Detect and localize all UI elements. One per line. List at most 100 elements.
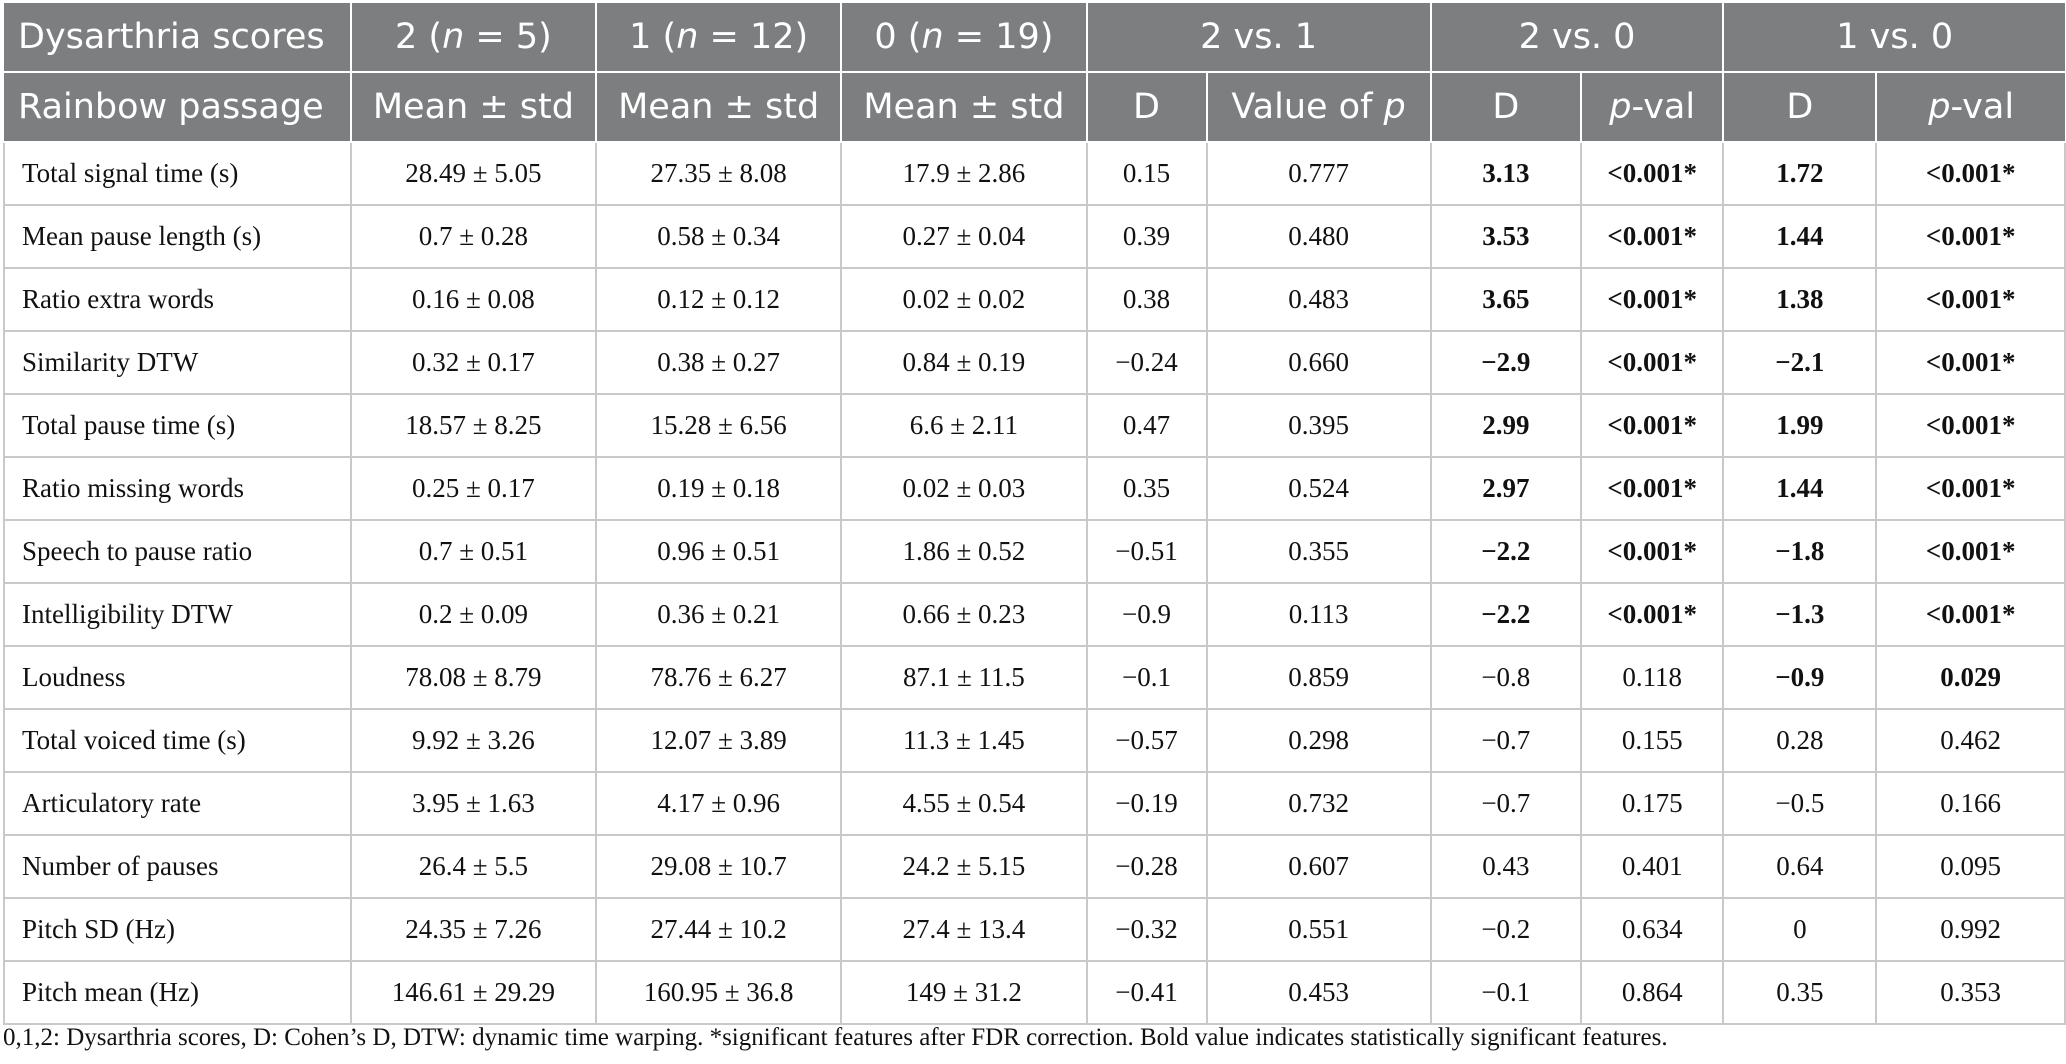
cohens-d-2v1-cell: 0.35 (1086, 457, 1208, 521)
feature-cell: Speech to pause ratio (3, 520, 352, 584)
p-value-2v1-cell: 0.113 (1206, 583, 1432, 647)
header-row-columns: Rainbow passage Mean ± std Mean ± std Me… (4, 72, 2065, 143)
header-mean-std-2: Mean ± std (350, 72, 598, 143)
mean-std-2-cell: 26.4 ± 5.5 (350, 835, 598, 899)
feature-cell: Total signal time (s) (3, 142, 352, 206)
cohens-d-2v1-cell: 0.15 (1086, 142, 1208, 206)
p-value-2v1-cell: 0.395 (1206, 394, 1432, 458)
mean-std-1-cell: 0.36 ± 0.21 (596, 583, 843, 647)
feature-cell: Ratio missing words (3, 457, 352, 521)
cohens-d-2v0-cell: 3.65 (1430, 268, 1582, 332)
mean-std-0-cell: 1.86 ± 0.52 (841, 520, 1088, 584)
table-footnote: 0,1,2: Dysarthria scores, D: Cohen’s D, … (3, 1024, 1668, 1051)
mean-std-1-cell: 27.35 ± 8.08 (596, 142, 843, 206)
p-value-1v0-cell: 0.353 (1876, 961, 2066, 1025)
table-row: Loudness 78.08 ± 8.79 78.76 ± 6.27 87.1 ± 1… (3, 646, 2066, 710)
header-2-vs-0: 2 vs. 0 (1430, 3, 1725, 73)
cohens-d-2v0-cell: 3.53 (1430, 205, 1582, 269)
p-value-2v1-cell: 0.480 (1206, 205, 1432, 269)
mean-std-1-cell: 15.28 ± 6.56 (596, 394, 843, 458)
p-value-2v0-cell: <0.001* (1580, 394, 1725, 458)
cohens-d-1v0-cell: 1.72 (1723, 142, 1878, 206)
mean-std-0-cell: 6.6 ± 2.11 (841, 394, 1088, 458)
feature-cell: Loudness (3, 646, 352, 710)
cohens-d-1v0-cell: 0.28 (1723, 709, 1878, 773)
cohens-d-2v1-cell: −0.41 (1086, 961, 1208, 1025)
table-row: Ratio extra words 0.16 ± 0.08 0.12 ± 0.12 0… (3, 268, 2066, 332)
mean-std-1-cell: 78.76 ± 6.27 (596, 646, 843, 710)
mean-std-2-cell: 0.7 ± 0.28 (350, 205, 598, 269)
p-value-1v0-cell: <0.001* (1876, 457, 2066, 521)
mean-std-1-cell: 0.12 ± 0.12 (596, 268, 843, 332)
header-pval-2v0: p-val (1580, 72, 1725, 143)
cohens-d-1v0-cell: −0.9 (1723, 646, 1878, 710)
mean-std-2-cell: 0.2 ± 0.09 (350, 583, 598, 647)
mean-std-2-cell: 0.7 ± 0.51 (350, 520, 598, 584)
mean-std-1-cell: 0.58 ± 0.34 (596, 205, 843, 269)
cohens-d-2v1-cell: −0.32 (1086, 898, 1208, 962)
mean-std-1-cell: 4.17 ± 0.96 (596, 772, 843, 836)
p-value-2v1-cell: 0.453 (1206, 961, 1432, 1025)
mean-std-1-cell: 27.44 ± 10.2 (596, 898, 843, 962)
table-row: Pitch SD (Hz) 24.35 ± 7.26 27.44 ± 10.2 27.… (3, 898, 2066, 962)
p-value-2v0-cell: <0.001* (1580, 142, 1725, 206)
cohens-d-1v0-cell: 1.44 (1723, 205, 1878, 269)
mean-std-1-cell: 0.38 ± 0.27 (596, 331, 843, 395)
header-2-vs-1: 2 vs. 1 (1086, 3, 1432, 73)
cohens-d-1v0-cell: 0.35 (1723, 961, 1878, 1025)
cohens-d-1v0-cell: 1.44 (1723, 457, 1878, 521)
cohens-d-2v1-cell: −0.24 (1086, 331, 1208, 395)
p-value-1v0-cell: 0.166 (1876, 772, 2066, 836)
mean-std-2-cell: 28.49 ± 5.05 (350, 142, 598, 206)
mean-std-1-cell: 29.08 ± 10.7 (596, 835, 843, 899)
cohens-d-2v0-cell: −2.9 (1430, 331, 1582, 395)
cohens-d-2v0-cell: 2.97 (1430, 457, 1582, 521)
cohens-d-1v0-cell: −1.8 (1723, 520, 1878, 584)
p-value-2v1-cell: 0.551 (1206, 898, 1432, 962)
p-value-2v1-cell: 0.298 (1206, 709, 1432, 773)
header-pval-1v0: p-val (1876, 72, 2065, 143)
feature-cell: Pitch SD (Hz) (3, 898, 352, 962)
results-table: Dysarthria scores 2 (n = 5) 1 (n = 12) 0… (3, 3, 2066, 1025)
mean-std-0-cell: 0.27 ± 0.04 (841, 205, 1088, 269)
cohens-d-2v1-cell: −0.51 (1086, 520, 1208, 584)
header-group-1: 1 (n = 12) (596, 3, 843, 73)
cohens-d-2v0-cell: 0.43 (1430, 835, 1582, 899)
cohens-d-2v1-cell: −0.57 (1086, 709, 1208, 773)
p-value-1v0-cell: 0.029 (1876, 646, 2066, 710)
mean-std-2-cell: 9.92 ± 3.26 (350, 709, 598, 773)
header-group-2: 2 (n = 5) (350, 3, 598, 73)
header-dysarthria-scores: Dysarthria scores (4, 3, 352, 73)
cohens-d-2v1-cell: 0.47 (1086, 394, 1208, 458)
mean-std-0-cell: 87.1 ± 11.5 (841, 646, 1088, 710)
table-row: Total signal time (s) 28.49 ± 5.05 27.35 ±… (3, 142, 2066, 206)
header-d-1v0: D (1723, 72, 1878, 143)
mean-std-2-cell: 78.08 ± 8.79 (350, 646, 598, 710)
header-rainbow-passage: Rainbow passage (4, 72, 352, 143)
cohens-d-1v0-cell: −1.3 (1723, 583, 1878, 647)
results-table-container: Dysarthria scores 2 (n = 5) 1 (n = 12) 0… (3, 3, 2066, 1025)
feature-cell: Similarity DTW (3, 331, 352, 395)
cohens-d-2v0-cell: −0.7 (1430, 709, 1582, 773)
p-value-1v0-cell: <0.001* (1876, 268, 2066, 332)
cohens-d-2v1-cell: 0.39 (1086, 205, 1208, 269)
cohens-d-2v1-cell: −0.19 (1086, 772, 1208, 836)
table-row: Total pause time (s) 18.57 ± 8.25 15.28 ± … (3, 394, 2066, 458)
p-value-2v0-cell: <0.001* (1580, 457, 1725, 521)
header-mean-std-0: Mean ± std (841, 72, 1088, 143)
mean-std-2-cell: 3.95 ± 1.63 (350, 772, 598, 836)
mean-std-0-cell: 0.84 ± 0.19 (841, 331, 1088, 395)
header-1-vs-0: 1 vs. 0 (1723, 3, 2065, 73)
p-value-2v0-cell: 0.401 (1580, 835, 1725, 899)
mean-std-0-cell: 24.2 ± 5.15 (841, 835, 1088, 899)
p-value-2v1-cell: 0.777 (1206, 142, 1432, 206)
p-value-2v1-cell: 0.607 (1206, 835, 1432, 899)
table-row: Articulatory rate 3.95 ± 1.63 4.17 ± 0.96 4… (3, 772, 2066, 836)
table-row: Mean pause length (s) 0.7 ± 0.28 0.58 ± 0.… (3, 205, 2066, 269)
header-row-groups: Dysarthria scores 2 (n = 5) 1 (n = 12) 0… (4, 3, 2065, 73)
cohens-d-1v0-cell: 1.38 (1723, 268, 1878, 332)
p-value-2v0-cell: 0.155 (1580, 709, 1725, 773)
header-group-0: 0 (n = 19) (841, 3, 1088, 73)
p-value-1v0-cell: 0.095 (1876, 835, 2066, 899)
mean-std-2-cell: 0.32 ± 0.17 (350, 331, 598, 395)
